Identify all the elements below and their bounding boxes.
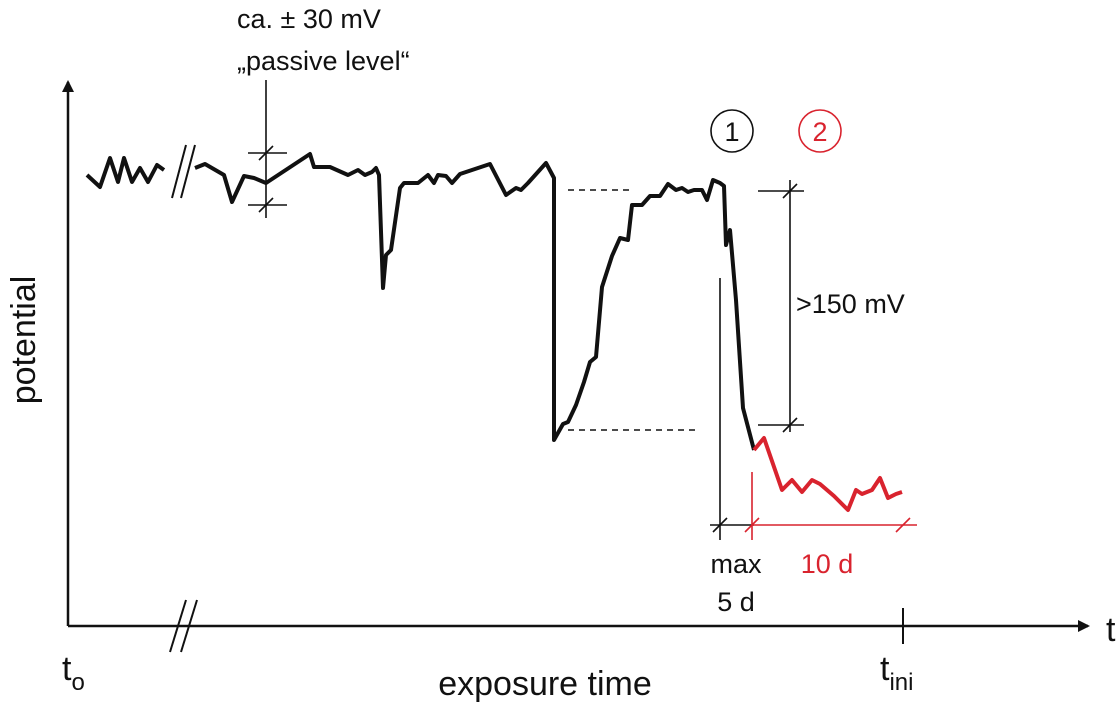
max-5d-dimension bbox=[710, 278, 754, 540]
x-axis-label: exposure time bbox=[438, 665, 652, 703]
potential-curve-phase2 bbox=[752, 436, 903, 512]
phase2-duration-label: 10 d bbox=[801, 549, 854, 579]
marker-2-circle bbox=[798, 109, 842, 153]
y-axis-label: potential bbox=[5, 276, 43, 405]
curve-break bbox=[171, 144, 196, 199]
potential-curve-pre-break bbox=[85, 156, 166, 189]
marker-2-label: 2 bbox=[812, 117, 827, 147]
drop-dimension bbox=[758, 180, 804, 433]
x-axis-symbol: t bbox=[1106, 611, 1116, 649]
max-label: max bbox=[710, 549, 762, 579]
passive-level-label: „passive level“ bbox=[237, 46, 410, 76]
t-ini-label: tini bbox=[880, 650, 913, 696]
t-start-label: to bbox=[62, 650, 85, 696]
potential-curve bbox=[194, 152, 756, 451]
marker-1-circle bbox=[710, 109, 754, 153]
passive-range-dimension bbox=[248, 80, 287, 218]
phase2-10d-dimension bbox=[744, 472, 917, 540]
max-value-label: 5 d bbox=[717, 587, 755, 617]
drop-label: >150 mV bbox=[796, 289, 905, 319]
passive-range-label: ca. ± 30 mV bbox=[237, 4, 381, 34]
marker-1-label: 1 bbox=[724, 117, 739, 147]
x-axis-break bbox=[169, 599, 198, 653]
